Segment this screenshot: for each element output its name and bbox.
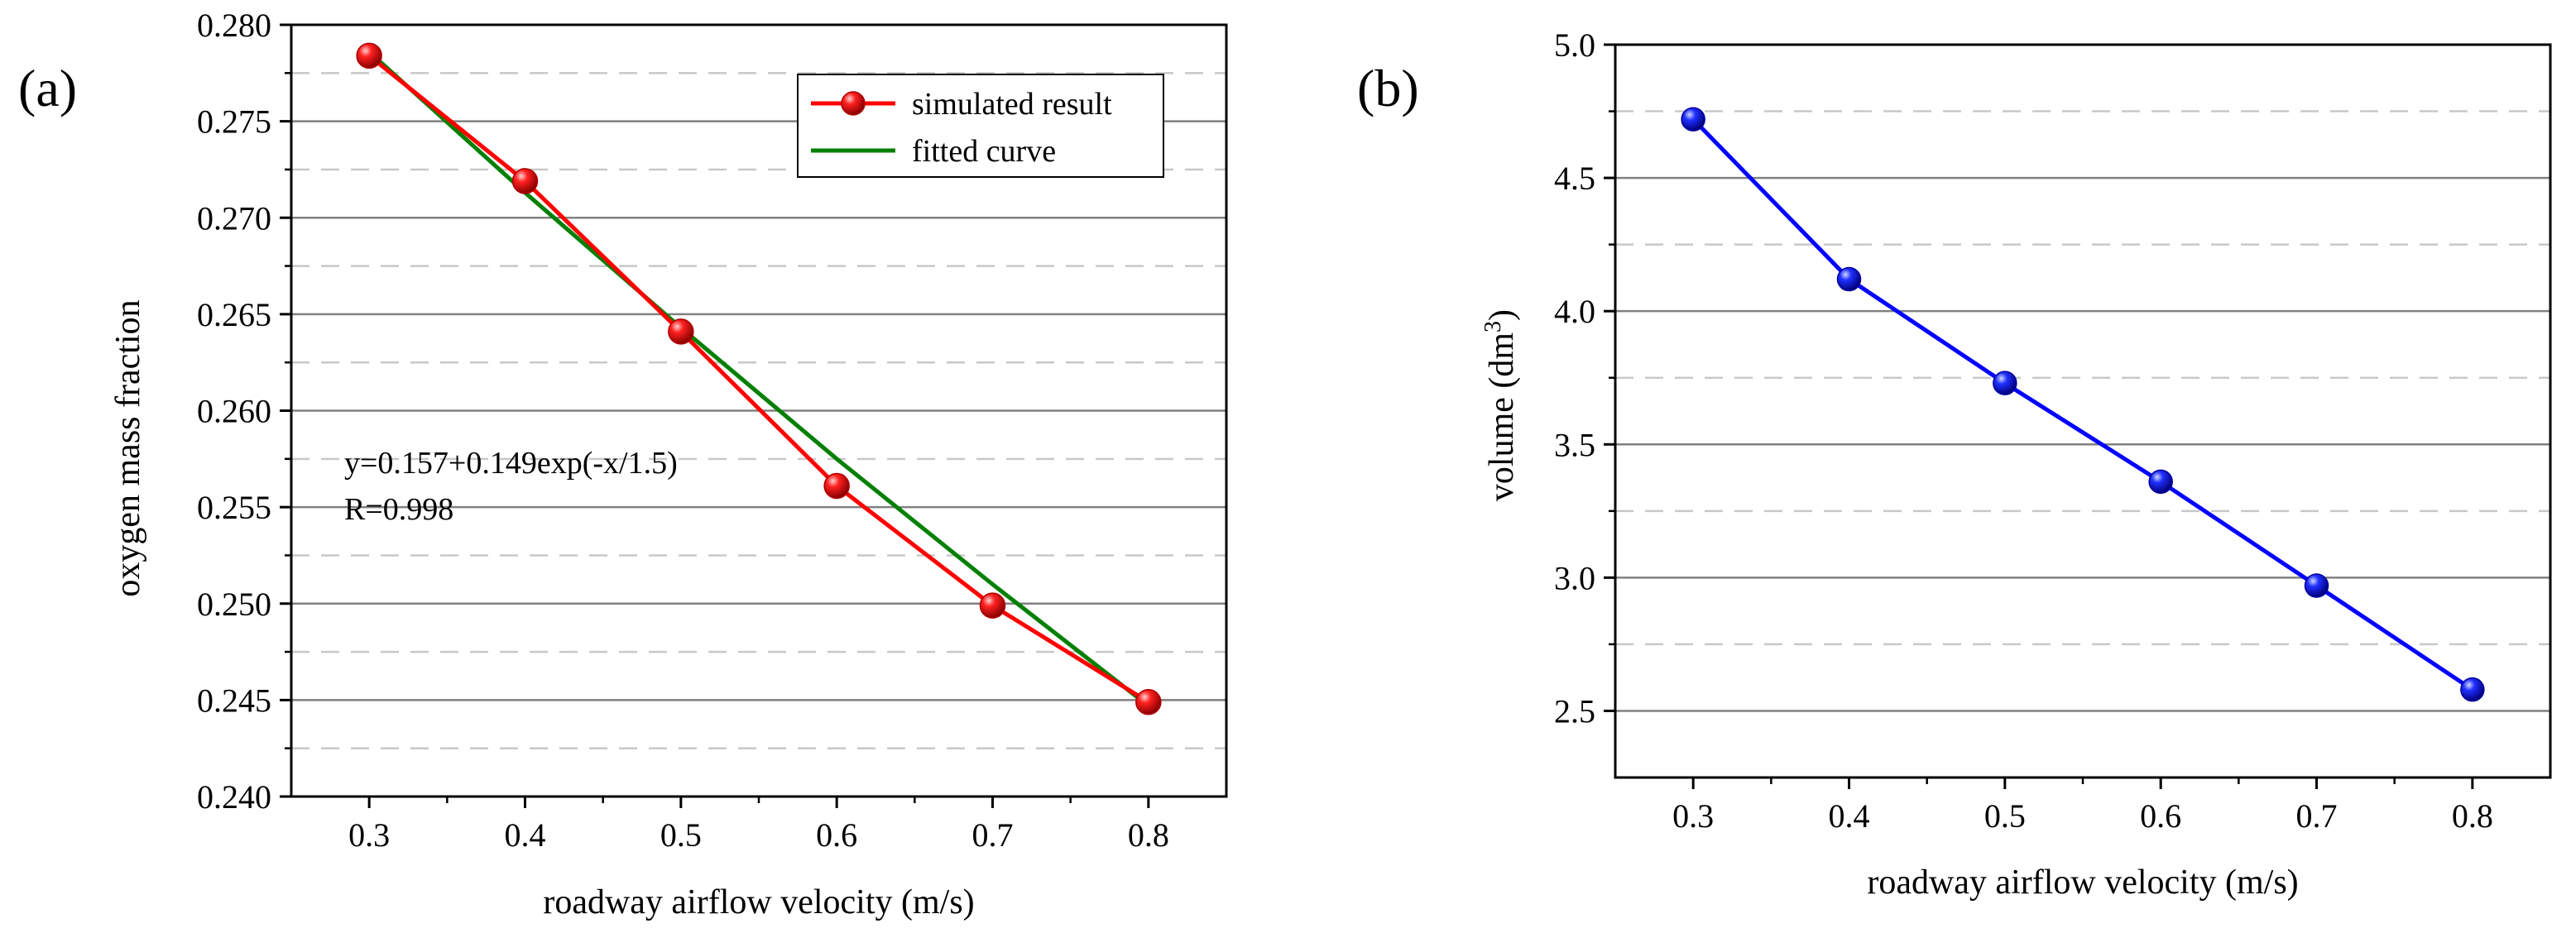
x-tick-label: 0.3 [1672,797,1714,835]
chart-panel-b: (b) 2.5 3.0 3.5 4.0 4.5 5.0 0.3 0.4 0.5 0.6 0.7 0.8… [1357,26,2552,902]
grid-b [1615,110,2550,712]
x-tick-label: 0.4 [505,816,546,854]
x-tick-label: 0.7 [2296,797,2338,835]
ticks-b: 2.5 3.0 3.5 4.0 4.5 5.0 0.3 0.4 0.5 0.6 0.7 0.8 [1554,26,2493,835]
legend-a: simulated result fitted curve [797,74,1164,178]
y-tick-label: 4.0 [1554,293,1595,330]
data-point [2460,677,2485,702]
data-point [1836,266,1862,292]
y-tick-label: 0.240 [197,778,271,816]
x-tick-label: 0.6 [2140,797,2181,835]
y-tick-label: 3.0 [1554,559,1595,596]
legend-label-fitted: fitted curve [912,134,1056,169]
x-tick-label: 0.4 [1829,797,1870,835]
markers-b [1681,107,2485,702]
series-line-volume [1691,117,2474,691]
y-axis-label-b: volume (dm3) [1480,309,1522,501]
x-tick-label: 0.3 [348,816,390,854]
y-axis-label-b-suffix: ) [1483,309,1521,321]
data-point [511,168,539,194]
x-axis-label-a: roadway airflow velocity (m/s) [543,883,974,921]
y-tick-label: 5.0 [1554,26,1595,64]
y-tick-label: 0.275 [197,103,271,141]
x-tick-label: 0.5 [1984,797,2026,835]
data-point [823,472,850,500]
legend-marker-simulated [841,91,866,116]
data-point [1993,371,2017,395]
data-point [979,592,1006,619]
series-line-simulated-result [367,54,1150,704]
panel-label-b: (b) [1357,59,1419,117]
series-lines-a [367,50,1150,708]
y-axis-label-b-sup: 3 [1480,321,1506,333]
y-tick-label: 0.270 [197,199,271,237]
y-tick-label: 0.280 [197,7,271,44]
y-tick-label: 0.260 [197,393,271,430]
y-axis-label-b-main: volume (dm [1483,333,1521,501]
chart-panel-a: (a) 0.2400.2450.2500.2550.2600.2650.2700… [18,7,1228,921]
markers-a [356,42,1162,715]
x-tick-label: 0.8 [1128,816,1169,854]
data-point [1135,688,1162,715]
legend-box-a [797,74,1164,178]
grid-a [291,72,1226,749]
y-tick-label: 0.255 [197,489,271,526]
data-point [2148,469,2173,495]
data-point [2304,573,2329,598]
panel-label-a: (a) [18,59,77,117]
series-line-fitted-curve [367,50,1150,708]
fit-correlation: R=0.998 [344,492,453,527]
plot-frame-b [1614,43,2552,779]
y-tick-label: 0.250 [197,586,271,623]
data-point [1681,107,1705,132]
y-tick-label: 2.5 [1554,692,1595,730]
legend-label-simulated: simulated result [912,87,1112,122]
y-axis-label-a: oxygen mass fraction [109,299,147,596]
fit-equation: y=0.157+0.149exp(-x/1.5) [344,446,678,481]
x-axis-label-b: roadway airflow velocity (m/s) [1867,864,2298,902]
x-tick-label: 0.5 [660,816,702,854]
data-point [356,42,382,69]
y-tick-label: 3.5 [1554,426,1595,463]
y-tick-label: 4.5 [1554,160,1595,197]
data-point [668,318,694,345]
x-tick-label: 0.6 [816,816,857,854]
ticks-a: 0.240 0.245 0.250 0.255 0.260 0.265 0.270 0.275… [197,7,1169,854]
y-tick-label: 0.265 [197,296,271,333]
x-tick-label: 0.8 [2452,797,2493,835]
y-tick-label: 0.245 [197,682,271,719]
x-tick-label: 0.7 [972,816,1014,854]
series-lines-b [1691,117,2474,691]
